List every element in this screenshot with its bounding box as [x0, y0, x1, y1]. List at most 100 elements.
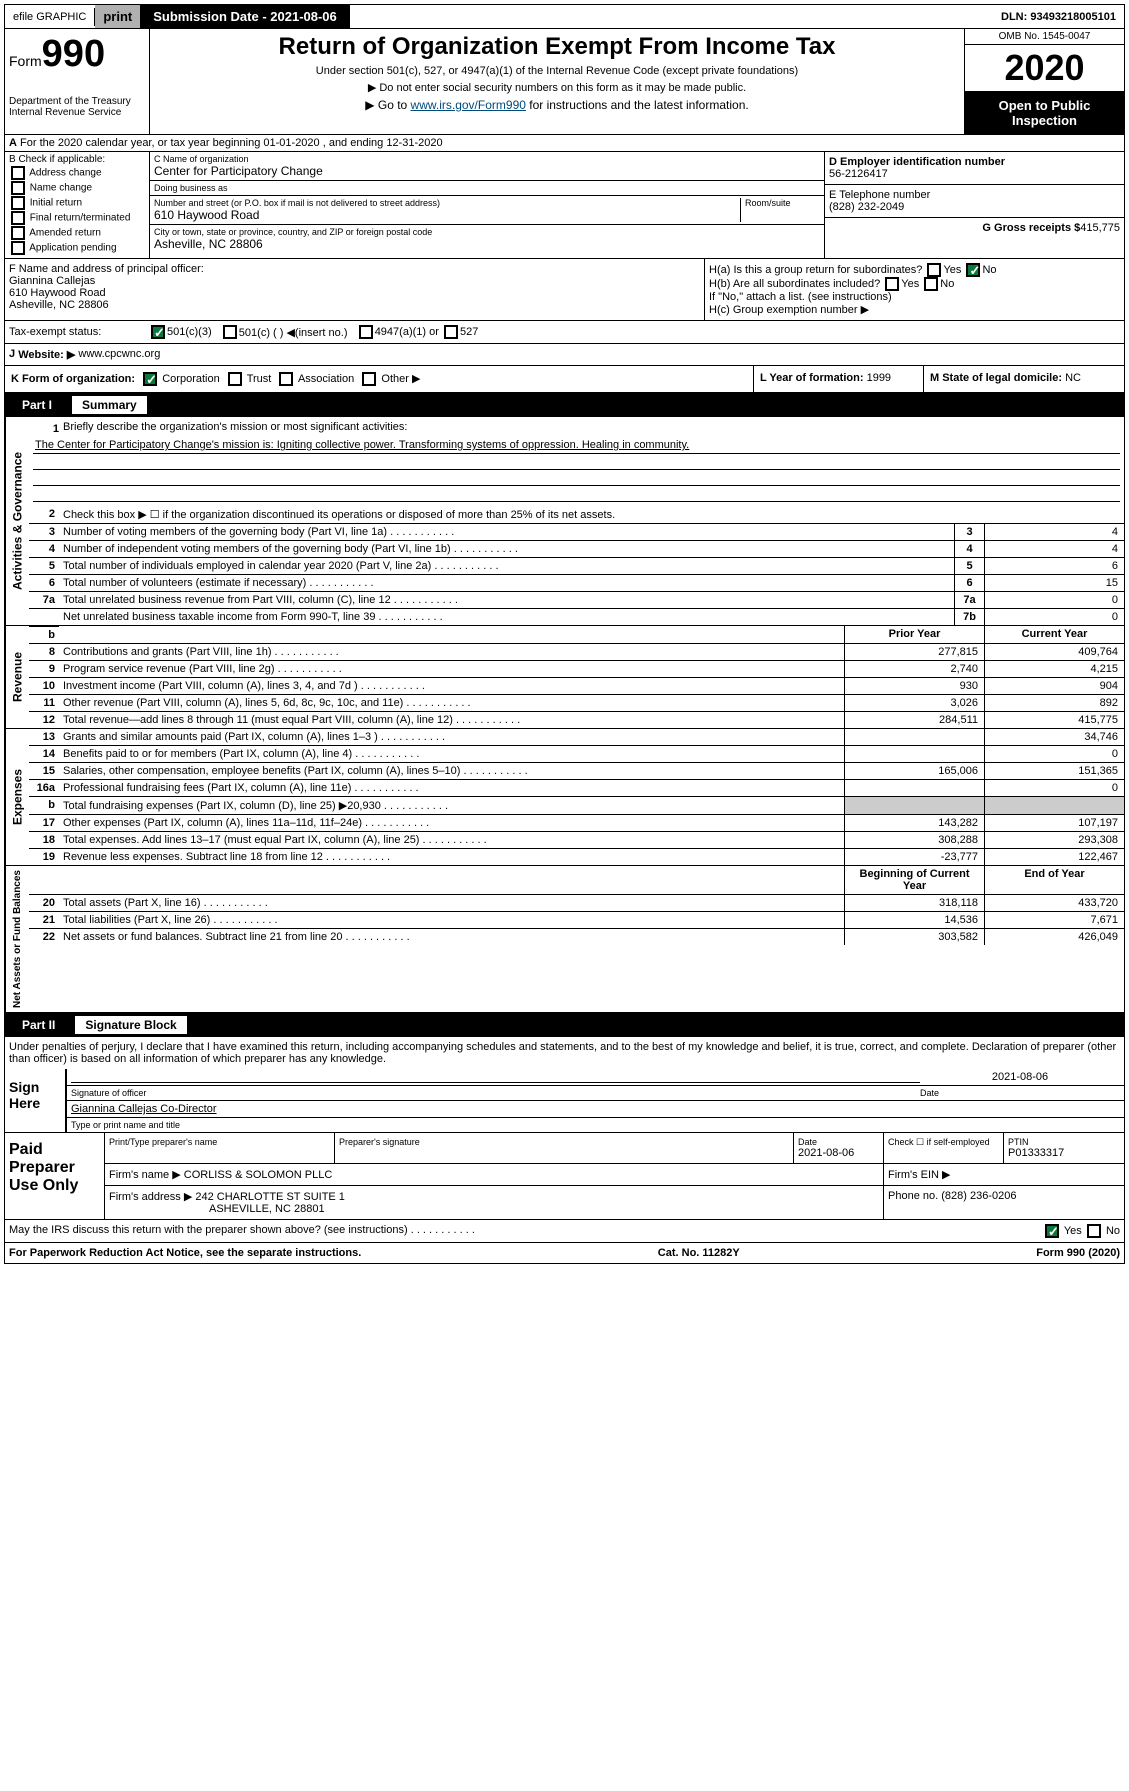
- ha-yes[interactable]: [927, 263, 941, 277]
- print-button[interactable]: print: [95, 5, 141, 28]
- row-num: 11: [29, 695, 59, 711]
- row-current: 904: [984, 678, 1124, 694]
- mission-blank1: [33, 454, 1120, 470]
- irs-link[interactable]: www.irs.gov/Form990: [411, 98, 526, 112]
- footer: For Paperwork Reduction Act Notice, see …: [4, 1243, 1125, 1264]
- paid-label: Paid Preparer Use Only: [5, 1133, 105, 1219]
- firm-name: CORLISS & SOLOMON PLLC: [184, 1169, 333, 1181]
- form-k-label: K Form of organization:: [11, 373, 135, 385]
- row-num: 10: [29, 678, 59, 694]
- tax-label: Tax-exempt status:: [9, 326, 149, 338]
- row-prior: 284,511: [844, 712, 984, 728]
- firm-name-label: Firm's name ▶: [109, 1169, 181, 1181]
- ein-label: D Employer identification number: [829, 156, 1120, 168]
- k-corp[interactable]: [143, 372, 157, 386]
- row-prior: 165,006: [844, 763, 984, 779]
- form-subtitle: Under section 501(c), 527, or 4947(a)(1)…: [154, 65, 960, 77]
- tax-501c3[interactable]: [151, 325, 165, 339]
- org-name: Center for Participatory Change: [154, 164, 820, 178]
- group-ha: H(a) Is this a group return for subordin…: [709, 264, 922, 276]
- discuss-no[interactable]: [1087, 1224, 1101, 1238]
- row-prior: 308,288: [844, 832, 984, 848]
- part-i-title: Summary: [72, 396, 147, 414]
- part-ii-title: Signature Block: [75, 1016, 186, 1034]
- rev-label: Revenue: [5, 626, 29, 728]
- open-public: Open to Public Inspection: [965, 92, 1124, 134]
- row-current: 892: [984, 695, 1124, 711]
- row-text: Grants and similar amounts paid (Part IX…: [59, 729, 844, 745]
- part-i-header: Part I Summary: [4, 393, 1125, 417]
- row-current: 34,746: [984, 729, 1124, 745]
- firm-phone: (828) 236-0206: [941, 1190, 1016, 1202]
- tax-501c[interactable]: [223, 325, 237, 339]
- row-current: 433,720: [984, 895, 1124, 911]
- row-val: 0: [984, 609, 1124, 625]
- check-self: Check ☐ if self-employed: [884, 1133, 1004, 1163]
- firm-city: ASHEVILLE, NC 28801: [209, 1203, 325, 1215]
- form-number: 990: [42, 33, 105, 75]
- firm-phone-label: Phone no.: [888, 1190, 938, 1202]
- row-val: 6: [984, 558, 1124, 574]
- row-current: 0: [984, 780, 1124, 796]
- k-trust[interactable]: [228, 372, 242, 386]
- group-note: If "No," attach a list. (see instruction…: [709, 291, 1120, 303]
- row-num: 13: [29, 729, 59, 745]
- hb-yes[interactable]: [885, 277, 899, 291]
- paid-preparer-section: Paid Preparer Use Only Print/Type prepar…: [4, 1133, 1125, 1220]
- sig-officer-label: Signature of officer: [71, 1088, 920, 1098]
- form-note1: ▶ Do not enter social security numbers o…: [154, 81, 960, 94]
- q1-num: 1: [33, 421, 63, 437]
- officer-printed: Giannina Callejas Co-Director: [71, 1103, 217, 1115]
- efile-label: efile GRAPHIC: [5, 8, 95, 26]
- row-num: 6: [29, 575, 59, 591]
- tax-status-row: Tax-exempt status: 501(c)(3) 501(c) ( ) …: [4, 321, 1125, 344]
- row-text: Program service revenue (Part VIII, line…: [59, 661, 844, 677]
- room-label: Room/suite: [745, 198, 820, 208]
- prep-name-label: Print/Type preparer's name: [109, 1137, 330, 1147]
- row-text: Benefits paid to or for members (Part IX…: [59, 746, 844, 762]
- dba-label: Doing business as: [154, 183, 820, 193]
- gross-label: G Gross receipts $: [982, 222, 1080, 234]
- tax-527[interactable]: [444, 325, 458, 339]
- officer-row: F Name and address of principal officer:…: [4, 259, 1125, 321]
- row-num: b: [29, 797, 59, 814]
- row-num: 21: [29, 912, 59, 928]
- part-ii-num: Part II: [12, 1016, 65, 1034]
- discuss-yes[interactable]: [1045, 1224, 1059, 1238]
- paperwork: For Paperwork Reduction Act Notice, see …: [9, 1247, 361, 1259]
- note2-pre: ▶ Go to: [365, 98, 410, 112]
- part-ii-header: Part II Signature Block: [4, 1013, 1125, 1037]
- row-prior: 277,815: [844, 644, 984, 660]
- section-b: B Check if applicable: Address change Na…: [4, 152, 1125, 259]
- row-text: Total assets (Part X, line 16): [59, 895, 844, 911]
- chk-pending: Application pending: [9, 241, 145, 255]
- row-text: Total number of individuals employed in …: [59, 558, 954, 574]
- ha-no[interactable]: [966, 263, 980, 277]
- tax-4947[interactable]: [359, 325, 373, 339]
- q2-text: Check this box ▶ ☐ if the organization d…: [59, 506, 1124, 523]
- officer-addr: 610 Haywood Road: [9, 287, 700, 299]
- row-current: 122,467: [984, 849, 1124, 865]
- expenses-section: Expenses 13Grants and similar amounts pa…: [4, 729, 1125, 866]
- submission-date: Submission Date - 2021-08-06: [141, 5, 350, 28]
- hb-no[interactable]: [924, 277, 938, 291]
- year-l-val: 1999: [867, 372, 891, 384]
- row-prior: 930: [844, 678, 984, 694]
- row-num: [29, 609, 59, 625]
- row-box: 6: [954, 575, 984, 591]
- form-label: Form: [9, 53, 42, 69]
- row-text: Salaries, other compensation, employee b…: [59, 763, 844, 779]
- website-value: www.cpcwnc.org: [78, 348, 160, 361]
- officer-city: Asheville, NC 28806: [9, 299, 700, 311]
- row-box: 7b: [954, 609, 984, 625]
- firm-ein-label: Firm's EIN ▶: [884, 1164, 1124, 1185]
- k-other[interactable]: [362, 372, 376, 386]
- ein-value: 56-2126417: [829, 168, 1120, 180]
- prep-sig-label: Preparer's signature: [339, 1137, 789, 1147]
- k-assoc[interactable]: [279, 372, 293, 386]
- row-current: 415,775: [984, 712, 1124, 728]
- row-text: Total revenue—add lines 8 through 11 (mu…: [59, 712, 844, 728]
- form-title: Return of Organization Exempt From Incom…: [154, 33, 960, 61]
- dln: DLN: 93493218005101: [993, 8, 1124, 26]
- chk-amended: Amended return: [9, 226, 145, 240]
